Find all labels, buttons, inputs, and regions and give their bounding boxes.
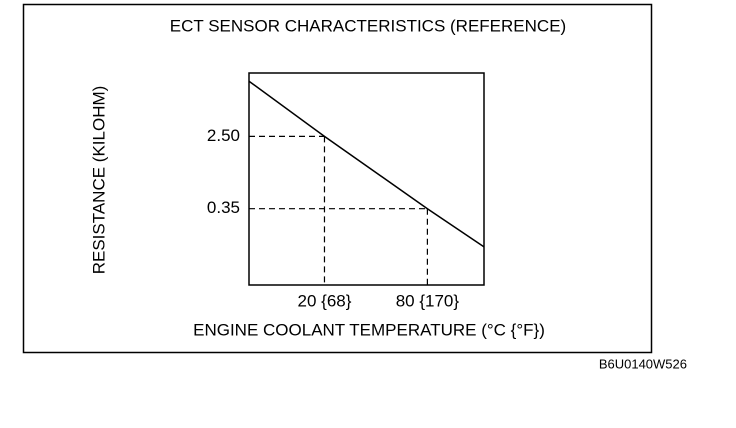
figure-code: B6U0140W526 xyxy=(599,356,687,371)
y-axis-label: RESISTANCE (KILOHM) xyxy=(89,86,108,275)
x-tick-label: 20 {68} xyxy=(298,291,352,310)
x-tick-label: 80 {170} xyxy=(396,291,460,310)
frame xyxy=(22,3,653,354)
data-line xyxy=(248,80,485,248)
plot-area xyxy=(248,72,485,286)
x-axis-label: ENGINE COOLANT TEMPERATURE (°C {°F}) xyxy=(193,320,545,339)
y-tick-label: 0.35 xyxy=(207,198,240,217)
chart-title: ECT SENSOR CHARACTERISTICS (REFERENCE) xyxy=(170,16,566,35)
y-tick-label: 2.50 xyxy=(207,126,240,145)
